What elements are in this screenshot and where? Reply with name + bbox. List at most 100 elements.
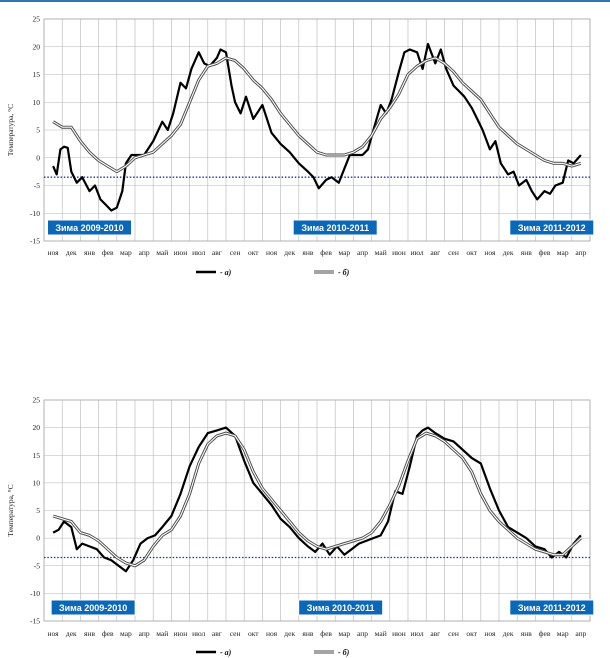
x-tick-label: окт <box>248 629 259 638</box>
legend-b-label: - б) <box>338 268 350 277</box>
x-tick-label: ноя <box>48 629 60 638</box>
x-tick-label: июн <box>392 629 406 638</box>
x-tick-label: ноя <box>484 248 496 257</box>
x-tick-label: дек <box>284 629 295 638</box>
winter-badge-label: Зима 2010-2011 <box>301 223 369 233</box>
x-tick-label: янв <box>521 248 532 257</box>
y-tick-label: 10 <box>33 98 41 107</box>
x-tick-label: мар <box>120 629 132 638</box>
series-b-line-inner <box>52 432 582 567</box>
y-axis-label: Температура, °С <box>6 104 15 156</box>
winter-badge <box>298 599 384 616</box>
x-tick-label: янв <box>521 629 532 638</box>
x-tick-label: фев <box>102 629 114 638</box>
legend-a-label: - а) <box>220 648 232 657</box>
x-tick-label: июн <box>174 629 188 638</box>
x-tick-label: мар <box>338 248 350 257</box>
x-tick-label: май <box>156 629 168 638</box>
y-tick-label: 15 <box>33 451 41 460</box>
winter-badge-label: Зима 2010-2011 <box>307 603 375 613</box>
winter-badge-label: Зима 2009-2010 <box>55 223 123 233</box>
top-rule <box>0 0 610 2</box>
y-tick-label: -15 <box>30 617 40 626</box>
x-tick-label: янв <box>302 629 313 638</box>
x-tick-label: янв <box>84 629 95 638</box>
y-tick-label: -15 <box>30 237 40 246</box>
y-tick-label: 5 <box>36 506 40 515</box>
y-tick-label: 5 <box>36 126 40 135</box>
x-tick-label: ноя <box>266 629 278 638</box>
x-tick-label: апр <box>575 629 586 638</box>
x-tick-label: авг <box>212 248 222 257</box>
x-tick-label: апр <box>575 248 586 257</box>
x-tick-label: май <box>375 629 387 638</box>
winter-badge <box>50 599 136 616</box>
x-tick-label: сен <box>230 629 241 638</box>
y-tick-label: 25 <box>33 15 41 24</box>
x-tick-label: окт <box>248 248 259 257</box>
x-tick-label: май <box>156 248 168 257</box>
y-axis-label: Температура, °С <box>6 484 15 536</box>
x-tick-label: фев <box>539 248 551 257</box>
y-tick-label: 20 <box>33 42 41 51</box>
winter-badge <box>47 219 132 236</box>
x-tick-label: апр <box>357 629 368 638</box>
y-tick-label: 20 <box>33 423 41 432</box>
legend-a-label: - а) <box>220 268 232 277</box>
x-tick-label: сен <box>448 248 459 257</box>
x-tick-label: апр <box>139 629 150 638</box>
x-tick-label: дек <box>503 248 514 257</box>
x-tick-label: дек <box>66 629 77 638</box>
x-tick-label: ноя <box>484 629 496 638</box>
winter-badge <box>509 599 595 616</box>
x-tick-label: окт <box>466 248 477 257</box>
winter-badge-label: Зима 2009-2010 <box>59 603 127 613</box>
x-tick-label: июн <box>392 248 406 257</box>
y-tick-label: 0 <box>36 153 40 162</box>
x-tick-label: авг <box>430 629 440 638</box>
y-tick-label: -10 <box>30 209 40 218</box>
x-tick-label: июл <box>192 629 205 638</box>
winter-badge <box>509 219 595 236</box>
y-tick-label: 15 <box>33 70 41 79</box>
x-tick-label: авг <box>430 248 440 257</box>
winter-badge-label: Зима 2011-2012 <box>518 223 586 233</box>
x-tick-label: июл <box>411 248 424 257</box>
x-tick-label: мар <box>120 248 132 257</box>
y-tick-label: 25 <box>33 396 41 405</box>
x-tick-label: мар <box>557 248 569 257</box>
x-tick-label: дек <box>66 248 77 257</box>
x-tick-label: июл <box>411 629 424 638</box>
y-tick-label: 10 <box>33 478 41 487</box>
x-tick-label: июн <box>174 248 188 257</box>
x-tick-label: апр <box>357 248 368 257</box>
x-tick-label: фев <box>320 248 332 257</box>
x-tick-label: май <box>375 248 387 257</box>
y-tick-label: -5 <box>34 181 40 190</box>
x-tick-label: июл <box>192 248 205 257</box>
series-b-line-inner <box>52 57 582 173</box>
x-tick-label: сен <box>448 629 459 638</box>
legend-b-label: - б) <box>338 648 350 657</box>
x-tick-label: апр <box>139 248 150 257</box>
x-tick-label: ноя <box>266 248 278 257</box>
x-tick-label: фев <box>102 248 114 257</box>
winter-badge <box>292 219 378 236</box>
x-tick-label: дек <box>503 629 514 638</box>
y-tick-label: 0 <box>36 534 40 543</box>
x-tick-label: фев <box>320 629 332 638</box>
x-tick-label: сен <box>230 248 241 257</box>
x-tick-label: ноя <box>48 248 60 257</box>
x-tick-label: мар <box>557 629 569 638</box>
x-tick-label: мар <box>338 629 350 638</box>
x-tick-label: авг <box>212 629 222 638</box>
winter-badge-label: Зима 2011-2012 <box>518 603 586 613</box>
x-tick-label: фев <box>539 629 551 638</box>
y-tick-label: -10 <box>30 589 40 598</box>
y-tick-label: -5 <box>34 561 40 570</box>
x-tick-label: янв <box>302 248 313 257</box>
series-a-line <box>52 42 582 212</box>
